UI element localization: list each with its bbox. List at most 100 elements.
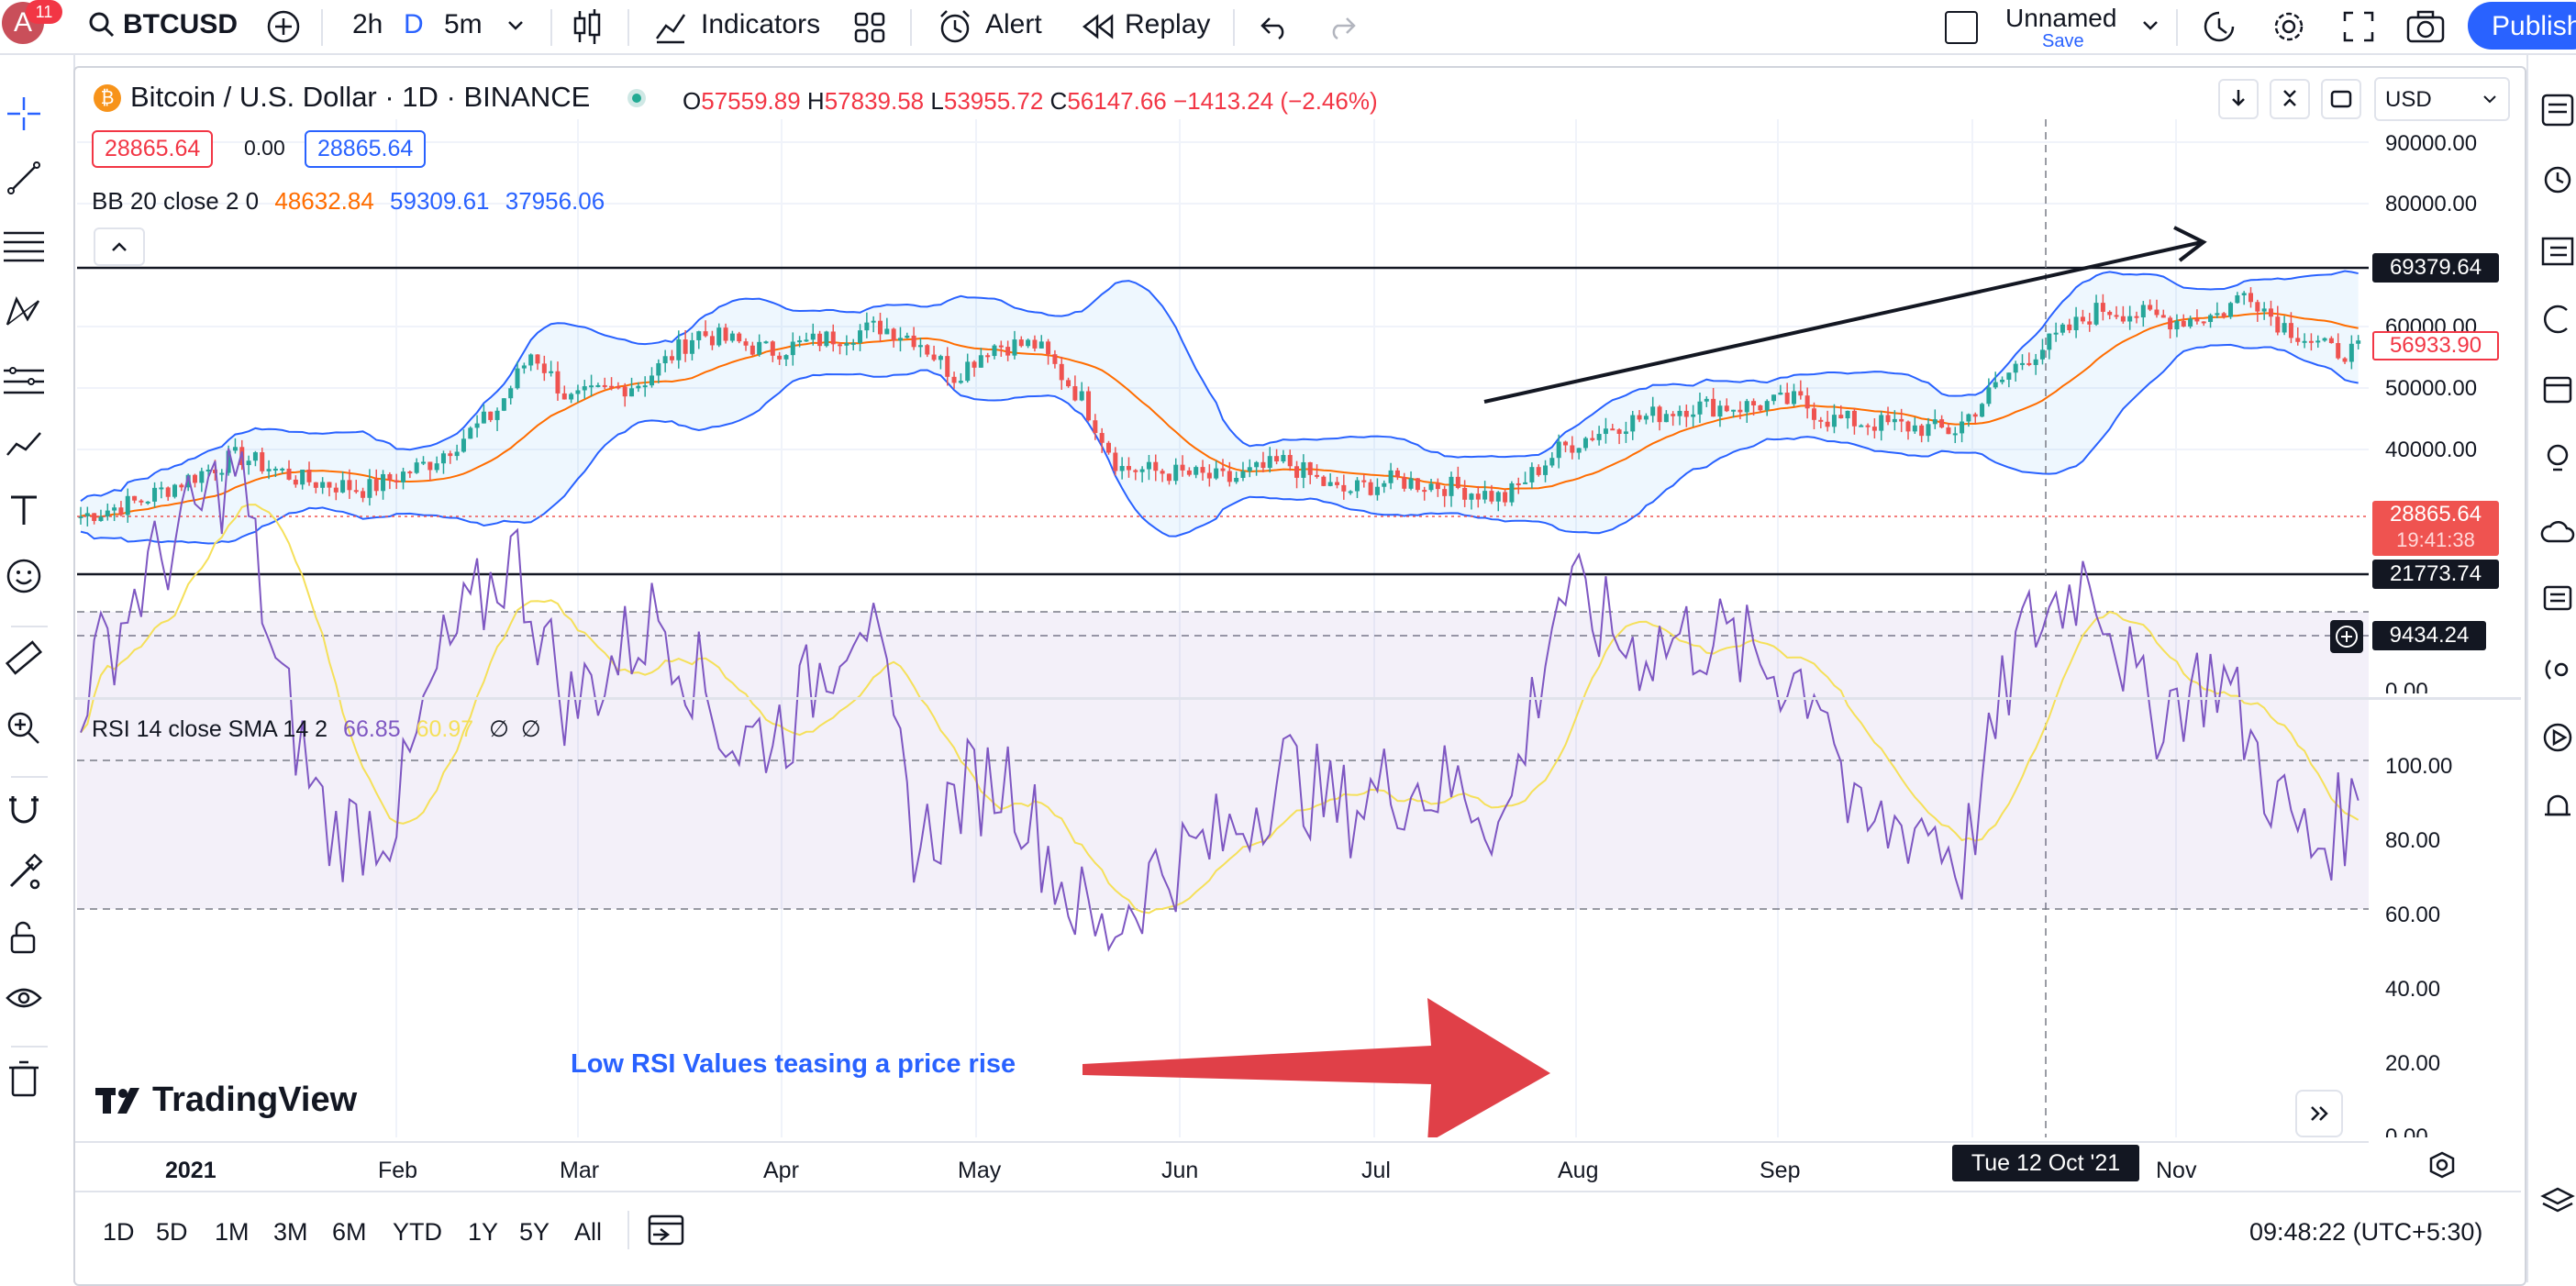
sell-price-button[interactable]: 28865.64: [92, 130, 214, 168]
candle-body: [1482, 491, 1488, 500]
camera-icon[interactable]: [2405, 9, 2446, 44]
quick-search-icon[interactable]: [2200, 7, 2238, 46]
layout-checkbox[interactable]: [1945, 11, 1978, 44]
fullscreen-icon[interactable]: [2341, 9, 2376, 44]
gear-icon[interactable]: [2270, 7, 2308, 46]
time-scale[interactable]: [75, 1141, 2369, 1191]
interval-5m[interactable]: 5m: [444, 9, 483, 39]
playback-icon[interactable]: [2539, 719, 2576, 756]
watchlist-icon[interactable]: [2539, 92, 2576, 128]
range-3m-button[interactable]: 3M: [273, 1218, 308, 1246]
zoom-in-icon[interactable]: [4, 708, 44, 748]
alert-button[interactable]: Alert: [985, 9, 1042, 39]
go-to-date-icon[interactable]: [646, 1211, 686, 1247]
eye-icon[interactable]: [4, 978, 44, 1018]
replay-icon[interactable]: [1081, 13, 1116, 40]
rsi-legend[interactable]: RSI 14 close SMA 14 2 66.85 60.97 ∅ ∅: [92, 715, 541, 743]
hotlist-icon[interactable]: [2539, 301, 2576, 338]
candle-body: [394, 480, 399, 482]
publish-button[interactable]: Publish: [2468, 2, 2576, 50]
candle-body: [616, 386, 621, 389]
ideas-lightbulb-icon[interactable]: [2539, 440, 2576, 477]
candles-chart-type-icon[interactable]: [571, 7, 604, 46]
undo-icon[interactable]: [1257, 13, 1288, 40]
candle-body: [1214, 468, 1219, 479]
collapse-pane-button[interactable]: [2270, 79, 2310, 119]
layers-icon[interactable]: [2539, 1183, 2576, 1220]
chats-cloud-icon[interactable]: [2539, 514, 2576, 550]
calendar-icon[interactable]: [2539, 371, 2576, 407]
range-1m-button[interactable]: 1M: [215, 1218, 250, 1246]
interval-1d[interactable]: D: [404, 9, 424, 39]
trend-line-icon[interactable]: [4, 158, 44, 198]
notes-icon[interactable]: [2539, 582, 2576, 618]
magnet-icon[interactable]: [4, 789, 44, 829]
crosshair-cursor-icon[interactable]: [4, 94, 44, 134]
bb-legend[interactable]: BB 20 close 2 0 48632.84 59309.61 37956.…: [92, 187, 605, 216]
text-tool-icon[interactable]: [4, 490, 44, 530]
range-6m-button[interactable]: 6M: [332, 1218, 367, 1246]
candle-body: [1099, 433, 1105, 443]
interval-2h[interactable]: 2h: [352, 9, 383, 39]
scroll-to-realtime-button[interactable]: [2295, 1090, 2343, 1137]
annotation-text[interactable]: Low RSI Values teasing a price rise: [571, 1049, 1016, 1079]
rsi-value: 66.85: [343, 716, 401, 742]
range-5y-button[interactable]: 5Y: [519, 1218, 550, 1246]
range-1d-button[interactable]: 1D: [103, 1218, 135, 1246]
emoji-icon[interactable]: [4, 556, 44, 596]
lock-icon[interactable]: [4, 917, 44, 958]
redo-icon[interactable]: [1328, 13, 1360, 40]
templates-grid-icon[interactable]: [853, 11, 886, 44]
signals-icon[interactable]: [2539, 651, 2576, 688]
save-link[interactable]: Save: [2042, 31, 2084, 51]
collapse-legend-button[interactable]: [94, 227, 145, 266]
symbol-title[interactable]: Bitcoin / U.S. Dollar · 1D · BINANCE: [130, 81, 591, 113]
forecasting-tool-icon[interactable]: [4, 358, 44, 398]
fib-retracement-icon[interactable]: [4, 224, 44, 264]
layout-name[interactable]: Unnamed: [2005, 4, 2117, 32]
add-symbol-icon[interactable]: [266, 9, 301, 44]
candle-body: [1093, 420, 1098, 434]
pattern-tool-icon[interactable]: [4, 292, 44, 332]
chart-canvas[interactable]: [75, 68, 2369, 1137]
market-status-dot[interactable]: [627, 89, 646, 107]
stay-in-drawing-mode-icon[interactable]: [4, 853, 44, 893]
candle-body: [1536, 467, 1541, 475]
alerts-clock-icon[interactable]: [2539, 160, 2576, 196]
replay-button[interactable]: Replay: [1125, 9, 1211, 39]
currency-select[interactable]: USD: [2374, 77, 2510, 121]
buy-price-button[interactable]: 28865.64: [305, 130, 427, 168]
time-settings-icon[interactable]: [2427, 1150, 2457, 1180]
indicators-button[interactable]: Indicators: [701, 9, 821, 39]
candle-body: [749, 345, 755, 355]
indicators-icon[interactable]: [653, 9, 688, 44]
chevron-down-icon[interactable]: [506, 18, 525, 33]
trash-icon[interactable]: [4, 1057, 44, 1101]
pane-separator[interactable]: [75, 697, 2521, 700]
bb-basis-value: 48632.84: [274, 187, 374, 215]
notifications-bell-icon[interactable]: [2539, 789, 2576, 826]
candle-body: [1738, 409, 1743, 413]
bb-upper-line: [80, 270, 2359, 502]
candle-body: [2067, 324, 2072, 331]
brush-tool-icon[interactable]: [4, 424, 44, 464]
range-1y-button[interactable]: 1Y: [468, 1218, 499, 1246]
layout-chevron-down-icon[interactable]: [2141, 18, 2160, 33]
range-all-button[interactable]: All: [574, 1218, 603, 1246]
ruler-icon[interactable]: [4, 638, 44, 679]
move-pane-down-button[interactable]: [2218, 79, 2259, 119]
clock-timezone[interactable]: 09:48:22 (UTC+5:30): [2249, 1218, 2483, 1246]
toolbar-divider: [11, 1046, 48, 1048]
object-tree-icon[interactable]: [2539, 233, 2576, 270]
candle-body: [1032, 339, 1038, 349]
candle-body: [2322, 338, 2327, 341]
range-ytd-button[interactable]: YTD: [393, 1218, 442, 1246]
maximize-pane-button[interactable]: [2321, 79, 2361, 119]
alarm-clock-icon[interactable]: [936, 7, 974, 46]
range-5d-button[interactable]: 5D: [156, 1218, 188, 1246]
candle-body: [1146, 461, 1151, 470]
rsi-tick: 100.00: [2385, 754, 2453, 779]
chart-pane[interactable]: [73, 66, 2526, 1286]
crosshair-add-button[interactable]: [2330, 620, 2363, 653]
candle-body: [723, 327, 728, 341]
